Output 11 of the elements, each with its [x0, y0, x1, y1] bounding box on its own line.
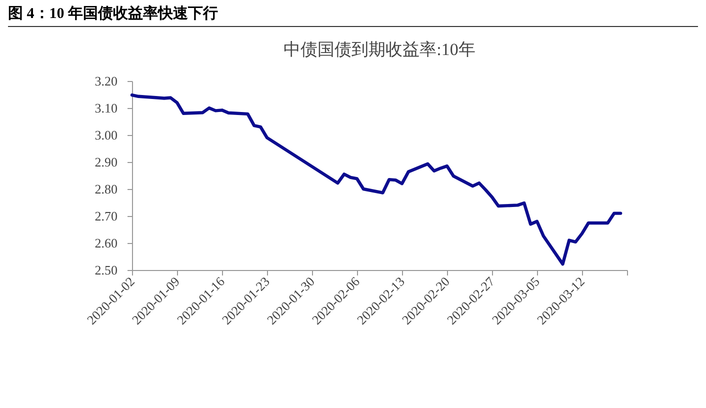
y-tick-label: 2.80 — [94, 182, 118, 196]
chart-title: 图 4：10 年国债收益率快速下行 — [8, 4, 698, 27]
line-series — [130, 93, 622, 266]
y-tick-label: 3.20 — [94, 74, 118, 88]
y-tick-label: 2.70 — [94, 208, 118, 224]
y-tick-label: 2.60 — [94, 236, 118, 250]
y-tick-label: 3.10 — [94, 100, 118, 116]
chart-subtitle: 中债国债到期收益率:10年 — [284, 40, 476, 59]
y-tick-label: 3.00 — [94, 128, 118, 142]
y-tick-label: 2.50 — [94, 262, 118, 278]
y-tick-label: 2.90 — [94, 154, 118, 170]
